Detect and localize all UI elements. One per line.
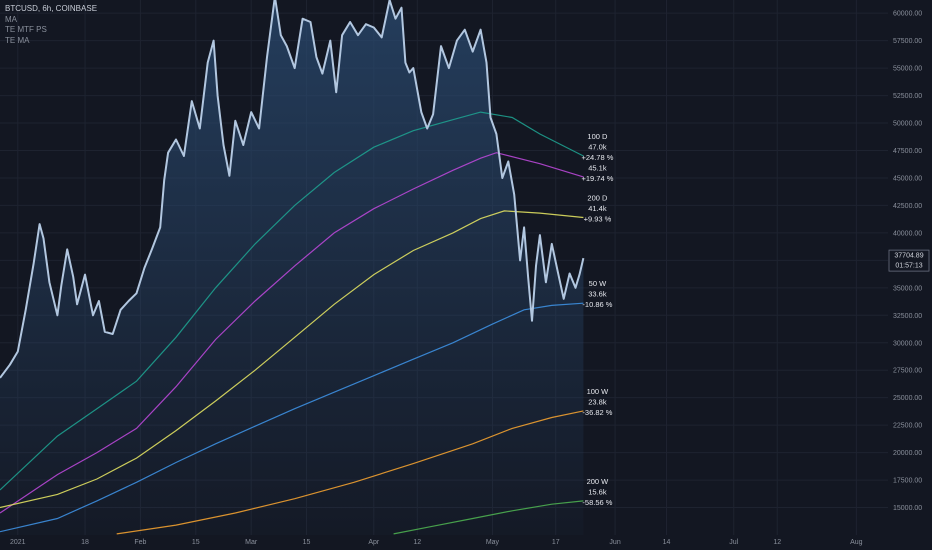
price-area xyxy=(0,0,584,535)
x-tick-label: May xyxy=(486,539,500,546)
ma-label-2-1: 41.4k xyxy=(588,204,607,213)
x-tick-label: 18 xyxy=(81,539,89,546)
y-tick-label: 45000.00 xyxy=(893,175,922,182)
symbol-title: BTCUSD, 6h, COINBASE xyxy=(5,4,98,13)
chart-legend: BTCUSD, 6h, COINBASE MA TE MTF PS TE MA xyxy=(5,4,97,46)
ma-label-3-1: 33.6k xyxy=(588,290,607,299)
ma-label-3-2: -10.86 % xyxy=(582,300,612,309)
ma-label-5-2: -58.56 % xyxy=(582,498,612,507)
ma-line-2 xyxy=(0,210,584,509)
y-tick-label: 42500.00 xyxy=(893,203,922,210)
x-tick-label: Aug xyxy=(850,539,863,546)
ma-label-0-0: 100 D xyxy=(587,132,608,141)
y-tick-label: 50000.00 xyxy=(893,121,922,128)
ma-line-1 xyxy=(0,152,584,514)
ma-label-3-0: 50 W xyxy=(589,279,607,288)
x-tick-label: 15 xyxy=(303,539,311,546)
price-line xyxy=(0,0,585,379)
ma-label-4-0: 100 W xyxy=(587,387,610,396)
indicator-ma[interactable]: MA xyxy=(5,14,17,24)
x-tick-label: Mar xyxy=(245,539,258,546)
ma-line-3 xyxy=(0,302,584,533)
x-tick-label: 12 xyxy=(413,539,421,546)
ma-line-0 xyxy=(0,111,584,491)
ma-label-2-0: 200 D xyxy=(587,194,608,203)
ma-label-1-0: 45.1k xyxy=(588,163,607,172)
y-tick-label: 30000.00 xyxy=(893,340,922,347)
x-tick-label: 17 xyxy=(552,539,560,546)
x-tick-label: 14 xyxy=(663,539,671,546)
y-tick-label: 47500.00 xyxy=(893,148,922,155)
y-tick-label: 40000.00 xyxy=(893,230,922,237)
y-tick-label: 55000.00 xyxy=(893,66,922,73)
ma-label-5-0: 200 W xyxy=(587,477,610,486)
indicator-te-mtf-ps[interactable]: TE MTF PS xyxy=(5,25,47,34)
indicator-te-ma[interactable]: TE MA xyxy=(5,35,30,45)
x-tick-label: Jun xyxy=(609,539,620,546)
y-tick-label: 32500.00 xyxy=(893,313,922,320)
y-tick-label: 17500.00 xyxy=(893,478,922,485)
ma-label-0-1: 47.0k xyxy=(588,142,607,151)
y-tick-label: 35000.00 xyxy=(893,285,922,292)
x-tick-label: Feb xyxy=(134,539,146,546)
y-tick-label: 27500.00 xyxy=(893,368,922,375)
y-tick-label: 20000.00 xyxy=(893,450,922,457)
x-tick-label: 12 xyxy=(773,539,781,546)
y-tick-label: 22500.00 xyxy=(893,423,922,430)
x-tick-label: 15 xyxy=(192,539,200,546)
x-tick-label: Jul xyxy=(729,539,738,546)
current-price-value: 37704.89 xyxy=(894,253,923,260)
y-tick-label: 57500.00 xyxy=(893,38,922,45)
current-price-tag xyxy=(888,249,930,272)
x-tick-label: 2021 xyxy=(10,539,26,546)
ma-line-5 xyxy=(393,500,584,535)
x-tick-label: Apr xyxy=(368,539,380,546)
y-tick-label: 15000.00 xyxy=(893,505,922,512)
ma-label-4-2: -36.82 % xyxy=(582,408,612,417)
ma-label-2-2: +9.93 % xyxy=(584,215,612,224)
ma-label-4-1: 23.8k xyxy=(588,397,607,406)
y-tick-label: 60000.00 xyxy=(893,11,922,18)
ma-label-0-2: +24.78 % xyxy=(581,153,613,162)
ma-line-4 xyxy=(116,410,584,535)
ma-label-5-1: 15.6k xyxy=(588,487,607,496)
bar-countdown: 01:57:13 xyxy=(895,263,922,270)
y-tick-label: 52500.00 xyxy=(893,93,922,100)
y-tick-label: 25000.00 xyxy=(893,395,922,402)
ma-label-1-1: +19.74 % xyxy=(581,174,613,183)
